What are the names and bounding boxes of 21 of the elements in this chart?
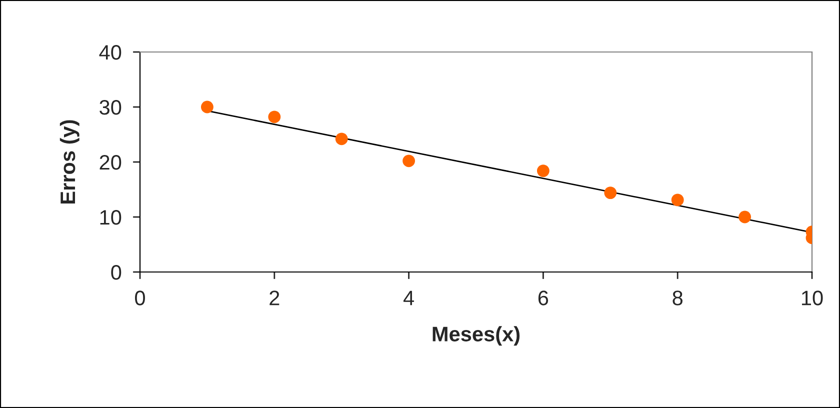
x-axis-title: Meses(x)	[432, 326, 520, 346]
x-tick-label: 0	[135, 290, 145, 306]
point	[604, 186, 617, 200]
point	[671, 194, 684, 206]
y-axis-title: Erros (y)	[60, 120, 80, 204]
x-tick-label: 10	[802, 290, 823, 306]
y-tick-label: 20	[100, 155, 122, 170]
point	[402, 154, 416, 168]
point	[268, 110, 281, 124]
x-tick-label: 8	[672, 290, 682, 306]
y-tick-label: 30	[100, 100, 122, 115]
y-tick-label: 0	[111, 265, 122, 280]
point	[738, 210, 752, 224]
x-tick-label: 2	[270, 290, 280, 306]
x-tick-label: 6	[538, 290, 548, 306]
point	[335, 132, 348, 146]
y-tick-label: 10	[100, 210, 122, 225]
point	[536, 164, 550, 178]
point	[200, 100, 214, 114]
x-tick-label: 4	[403, 290, 414, 306]
y-tick-label: 40	[99, 45, 122, 60]
